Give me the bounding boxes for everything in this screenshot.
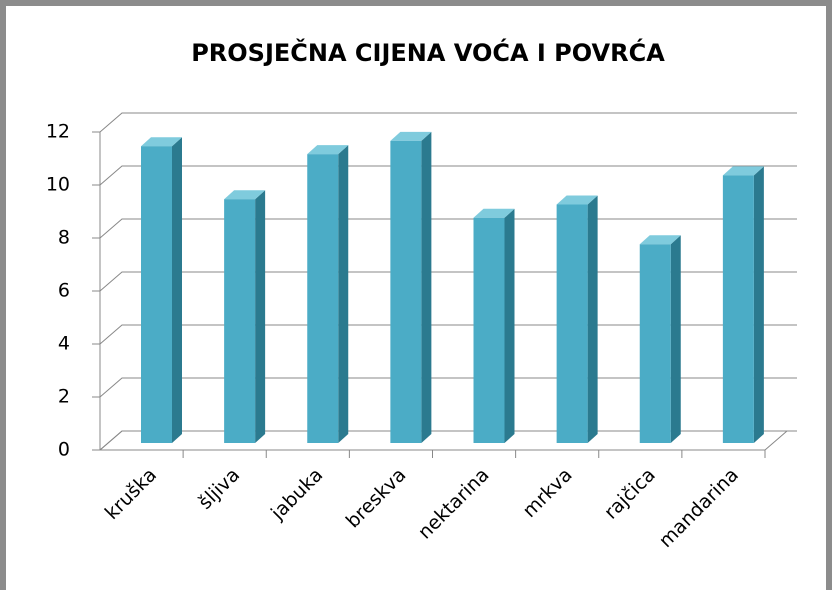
bar bbox=[473, 217, 505, 443]
y-tick-label: 4 bbox=[58, 333, 70, 355]
bar-top bbox=[141, 137, 182, 147]
bar bbox=[307, 154, 339, 443]
bar-side bbox=[753, 166, 764, 443]
chart-title: PROSJEČNA CIJENA VOĆA I POVRĆA bbox=[191, 37, 665, 67]
bar-side bbox=[587, 195, 598, 443]
bar bbox=[390, 140, 422, 443]
bar bbox=[639, 244, 671, 443]
bar-top bbox=[639, 235, 681, 245]
y-tick-label: 0 bbox=[58, 439, 70, 461]
bar-top bbox=[390, 131, 432, 141]
bar-side bbox=[338, 145, 349, 443]
grid-line bbox=[99, 112, 797, 133]
bar-top bbox=[224, 190, 266, 200]
bar-side bbox=[670, 235, 681, 443]
bar bbox=[722, 175, 754, 443]
y-tick-label: 2 bbox=[58, 386, 70, 408]
y-tick-label: 12 bbox=[46, 121, 70, 143]
bar-side bbox=[255, 190, 266, 443]
bar bbox=[224, 199, 256, 443]
bar-top bbox=[473, 208, 515, 218]
bar-side bbox=[421, 131, 432, 443]
y-tick-label: 8 bbox=[58, 227, 70, 249]
bar-side bbox=[172, 137, 182, 443]
bar-top bbox=[722, 166, 764, 176]
y-tick-label: 10 bbox=[46, 174, 70, 196]
y-tick-label: 6 bbox=[58, 280, 70, 302]
bar-top bbox=[556, 195, 598, 205]
bar-top bbox=[307, 145, 349, 155]
bar bbox=[141, 146, 172, 443]
bar bbox=[556, 204, 588, 443]
grid-line bbox=[99, 165, 797, 186]
bar-side bbox=[504, 208, 515, 443]
